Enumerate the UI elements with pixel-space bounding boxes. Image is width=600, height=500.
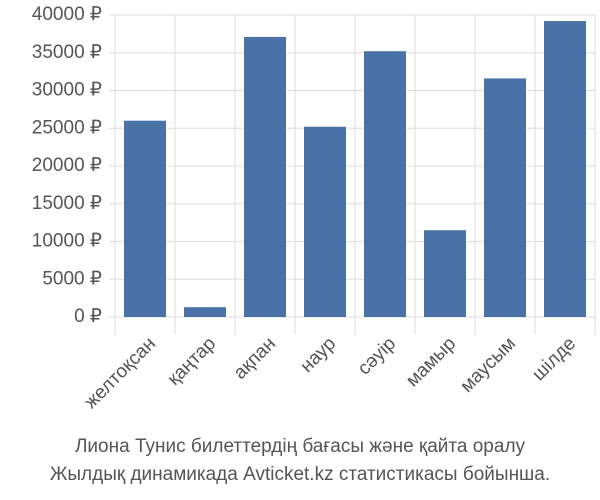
- y-tick-label: 15000 ₽: [32, 193, 102, 214]
- x-tick-label: желтоқсан: [80, 333, 160, 413]
- y-tick-label: 5000 ₽: [42, 268, 102, 289]
- bar: [364, 51, 406, 318]
- bar: [244, 36, 286, 318]
- x-tick-label: маусым: [456, 333, 520, 397]
- chart-title: Жылдық динамикада Avticket.kz статистика…: [50, 464, 550, 485]
- x-tick-label: наур: [296, 333, 340, 377]
- y-tick-label: 10000 ₽: [32, 231, 102, 252]
- y-tick-label: 30000 ₽: [32, 80, 102, 101]
- x-tick-label: мамыр: [402, 333, 460, 391]
- bar: [184, 307, 226, 317]
- bar: [424, 230, 466, 317]
- y-tick-label: 0 ₽: [74, 306, 102, 327]
- bar: [544, 21, 586, 317]
- y-tick-label: 20000 ₽: [32, 155, 102, 176]
- x-tick-label: ақпан: [230, 333, 280, 383]
- x-tick-label: сәуір: [354, 333, 400, 379]
- x-tick-label: шілде: [528, 333, 580, 385]
- y-tick-label: 35000 ₽: [32, 42, 102, 63]
- chart-title: Лиона Тунис билеттердің бағасы және қайт…: [75, 436, 526, 457]
- bar: [304, 126, 346, 318]
- y-tick-label: 40000 ₽: [32, 4, 102, 25]
- bar: [124, 120, 166, 317]
- x-tick-label: қаңтар: [164, 333, 221, 390]
- y-tick-label: 25000 ₽: [32, 117, 102, 138]
- bar: [484, 78, 526, 317]
